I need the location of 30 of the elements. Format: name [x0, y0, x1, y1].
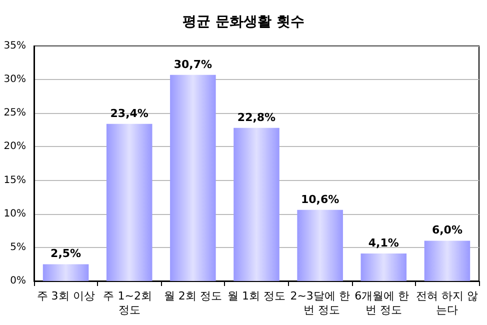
x-tick-label: 6개월에 한 번 정도 — [354, 290, 413, 316]
y-tick-label: 25% — [4, 108, 26, 119]
bar — [106, 124, 152, 281]
x-tick-label: 월 1회 정도 — [228, 290, 286, 302]
data-label: 4,1% — [368, 236, 399, 250]
y-tick-label: 0% — [10, 276, 26, 286]
y-tick-label: 10% — [4, 208, 26, 220]
x-tick-label: 2~3달에 한 번 정도 — [290, 290, 350, 316]
x-tick-label: 전혀 하지 않는다 — [416, 290, 478, 316]
bar — [170, 74, 216, 281]
data-label: 30,7% — [174, 58, 212, 71]
bar — [42, 264, 89, 281]
data-label: 10,6% — [300, 192, 340, 206]
bar — [234, 128, 280, 281]
chart-title: 평균 문화생활 횟수 — [182, 14, 304, 30]
data-label: 23,4% — [110, 106, 148, 120]
x-tick-label: 월 2회 정도 — [164, 290, 222, 302]
bar — [360, 253, 407, 281]
y-tick-label: 35% — [4, 40, 26, 52]
x-tick-label: 주 1~2회 정도 — [103, 290, 156, 316]
data-label: 22,8% — [237, 110, 276, 124]
y-tick-label: 30% — [4, 74, 26, 86]
data-label: 6,0% — [432, 224, 462, 237]
x-tick-label: 주 3회 이상 — [36, 290, 95, 302]
data-label: 2,5% — [50, 247, 82, 260]
bar — [297, 210, 343, 281]
y-tick-label: 15% — [4, 174, 26, 186]
bar — [424, 240, 470, 281]
y-tick-label: 5% — [10, 242, 26, 253]
y-tick-label: 20% — [4, 141, 26, 152]
